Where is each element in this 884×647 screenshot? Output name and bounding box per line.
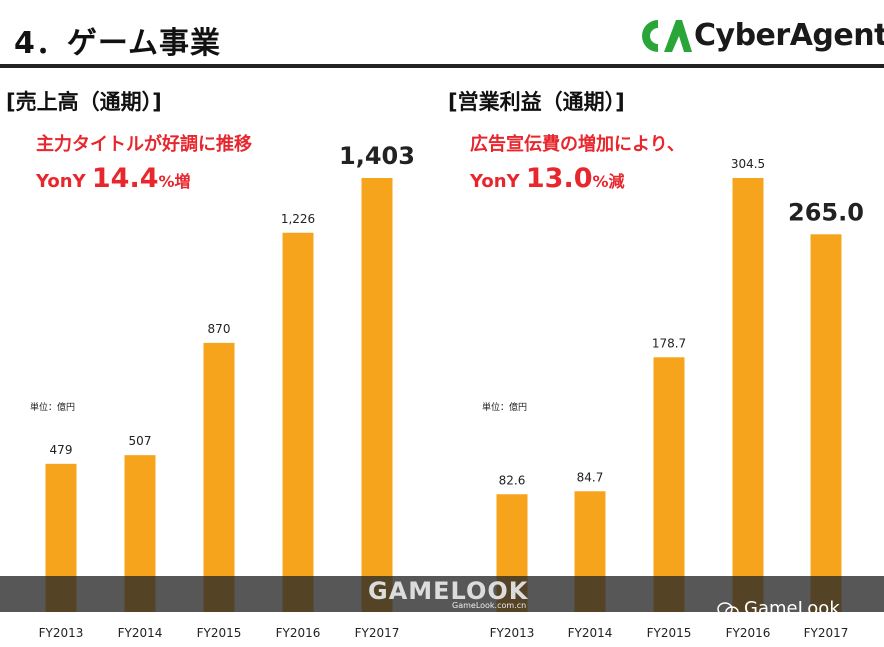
profit-note-value: 13.0 bbox=[525, 163, 593, 194]
x-tick-fy2013: FY2013 bbox=[490, 626, 535, 640]
x-tick-fy2017: FY2017 bbox=[804, 626, 849, 640]
sales-note-prefix: YonY bbox=[36, 171, 86, 192]
sales-note-value: 14.4 bbox=[91, 163, 159, 194]
bar-fy2016 bbox=[732, 178, 764, 612]
value-label-fy2014: 84.7 bbox=[577, 470, 604, 484]
unit-label: 単位：億円 bbox=[482, 401, 527, 413]
x-tick-fy2013: FY2013 bbox=[39, 626, 84, 640]
x-tick-fy2016: FY2016 bbox=[276, 626, 321, 640]
sales-section-title: [売上高（通期）] bbox=[6, 90, 162, 114]
wechat-icon bbox=[717, 602, 739, 618]
value-label-fy2017: 1,403 bbox=[339, 142, 415, 170]
value-label-fy2015: 178.7 bbox=[652, 336, 686, 350]
cyberagent-logo: CyberAgent bbox=[636, 14, 884, 60]
ca-logo-mark bbox=[642, 20, 692, 52]
value-label-fy2015: 870 bbox=[208, 322, 231, 336]
watermark-brand: GAMELOOK bbox=[368, 577, 529, 605]
value-label-fy2014: 507 bbox=[129, 434, 152, 448]
x-tick-fy2014: FY2014 bbox=[118, 626, 163, 640]
sales-bar-chart: 単位：億円 479 FY2013 507 FY2014 870 FY2015 1,226 FY2… bbox=[30, 142, 415, 640]
sales-note-suffix: %増 bbox=[158, 172, 191, 191]
header-divider bbox=[0, 64, 884, 68]
profit-note-line1: 広告宣伝費の増加により、 bbox=[470, 134, 685, 155]
value-label-fy2013: 82.6 bbox=[499, 473, 526, 487]
profit-section-title: [営業利益（通期）] bbox=[448, 90, 625, 114]
bar-fy2015 bbox=[653, 357, 685, 612]
bar-fy2016 bbox=[282, 232, 314, 612]
value-label-fy2016: 1,226 bbox=[281, 212, 315, 226]
page-title: 4．ゲーム事業 bbox=[14, 26, 221, 61]
watermark-band bbox=[0, 576, 884, 612]
logo-wordmark: CyberAgent bbox=[694, 18, 884, 53]
watermark-wechat: GameLook bbox=[744, 598, 840, 619]
bar-fy2015 bbox=[203, 342, 235, 612]
profit-note: 広告宣伝費の増加により、 YonY 13.0%減 bbox=[470, 128, 685, 199]
profit-bar-chart: 単位：億円 82.6 FY2013 84.7 FY2014 178.7 FY2015 304.… bbox=[482, 157, 864, 640]
unit-label: 単位：億円 bbox=[30, 401, 75, 413]
value-label-fy2016: 304.5 bbox=[731, 157, 765, 171]
x-tick-fy2017: FY2017 bbox=[355, 626, 400, 640]
bar-fy2017 bbox=[810, 234, 842, 613]
bar-fy2017 bbox=[361, 178, 393, 612]
x-tick-fy2014: FY2014 bbox=[568, 626, 613, 640]
value-label-fy2017: 265.0 bbox=[788, 198, 864, 226]
x-tick-fy2016: FY2016 bbox=[726, 626, 771, 640]
sales-note: 主力タイトルが好調に推移 YonY 14.4%増 bbox=[36, 128, 252, 199]
x-tick-fy2015: FY2015 bbox=[647, 626, 692, 640]
profit-note-suffix: %減 bbox=[592, 172, 625, 191]
watermark-site: GameLook.com.cn bbox=[452, 601, 527, 610]
sales-note-line1: 主力タイトルが好調に推移 bbox=[36, 134, 252, 155]
value-label-fy2013: 479 bbox=[50, 443, 73, 457]
profit-note-prefix: YonY bbox=[470, 171, 520, 192]
x-tick-fy2015: FY2015 bbox=[197, 626, 242, 640]
